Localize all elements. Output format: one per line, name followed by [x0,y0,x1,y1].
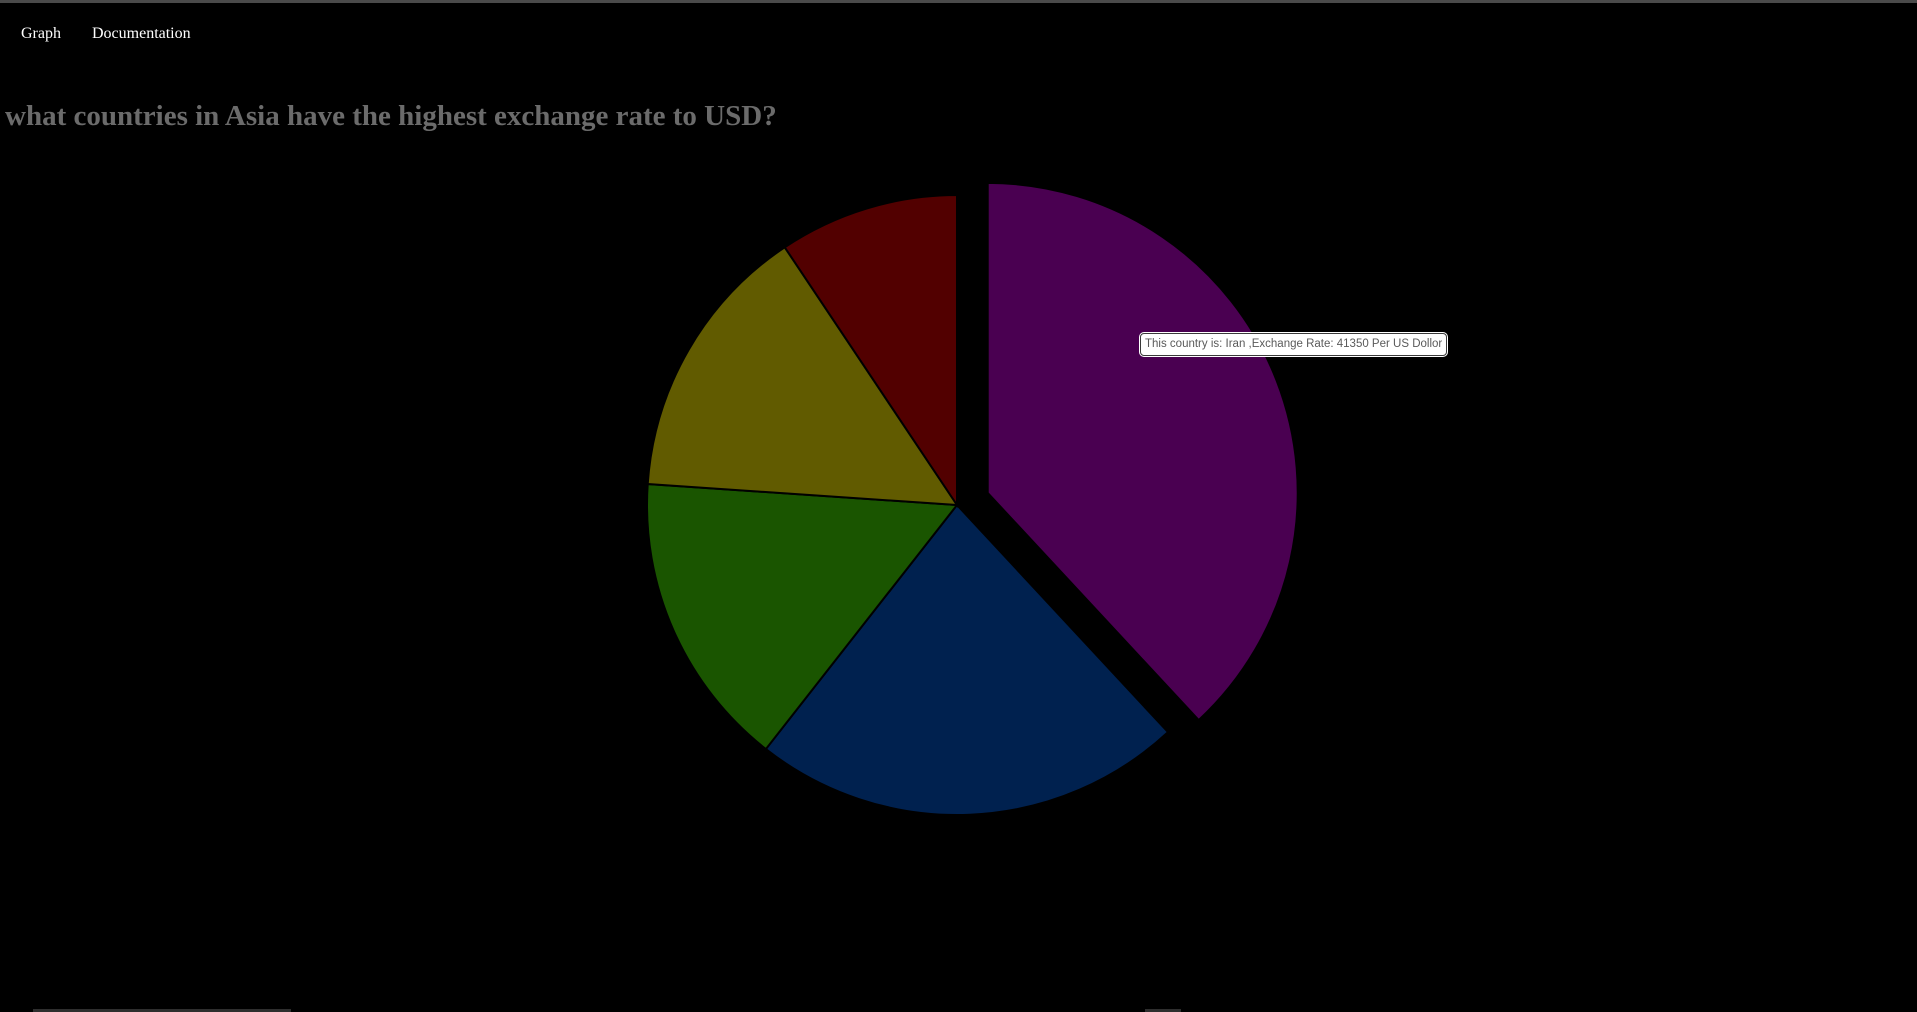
chart-title: what countries in Asia have the highest … [5,100,777,132]
pie-slice-3[interactable] [646,482,959,751]
slice-tooltip: This country is: Iran ,Exchange Rate: 41… [1140,333,1448,356]
scrollbar-thumb-right[interactable] [1145,1009,1181,1012]
nav-link-documentation[interactable]: Documentation [91,25,191,42]
top-nav: Graph Documentation [0,22,191,46]
pie-slice-2[interactable] [764,503,1170,816]
scrollbar-thumb-left[interactable] [33,1009,291,1012]
pie-slice-4[interactable] [646,245,959,507]
pie-slice-5[interactable] [783,193,958,509]
window-top-border [0,0,1917,3]
pie-slice-1[interactable] [986,181,1299,722]
nav-link-graph[interactable]: Graph [21,25,61,42]
